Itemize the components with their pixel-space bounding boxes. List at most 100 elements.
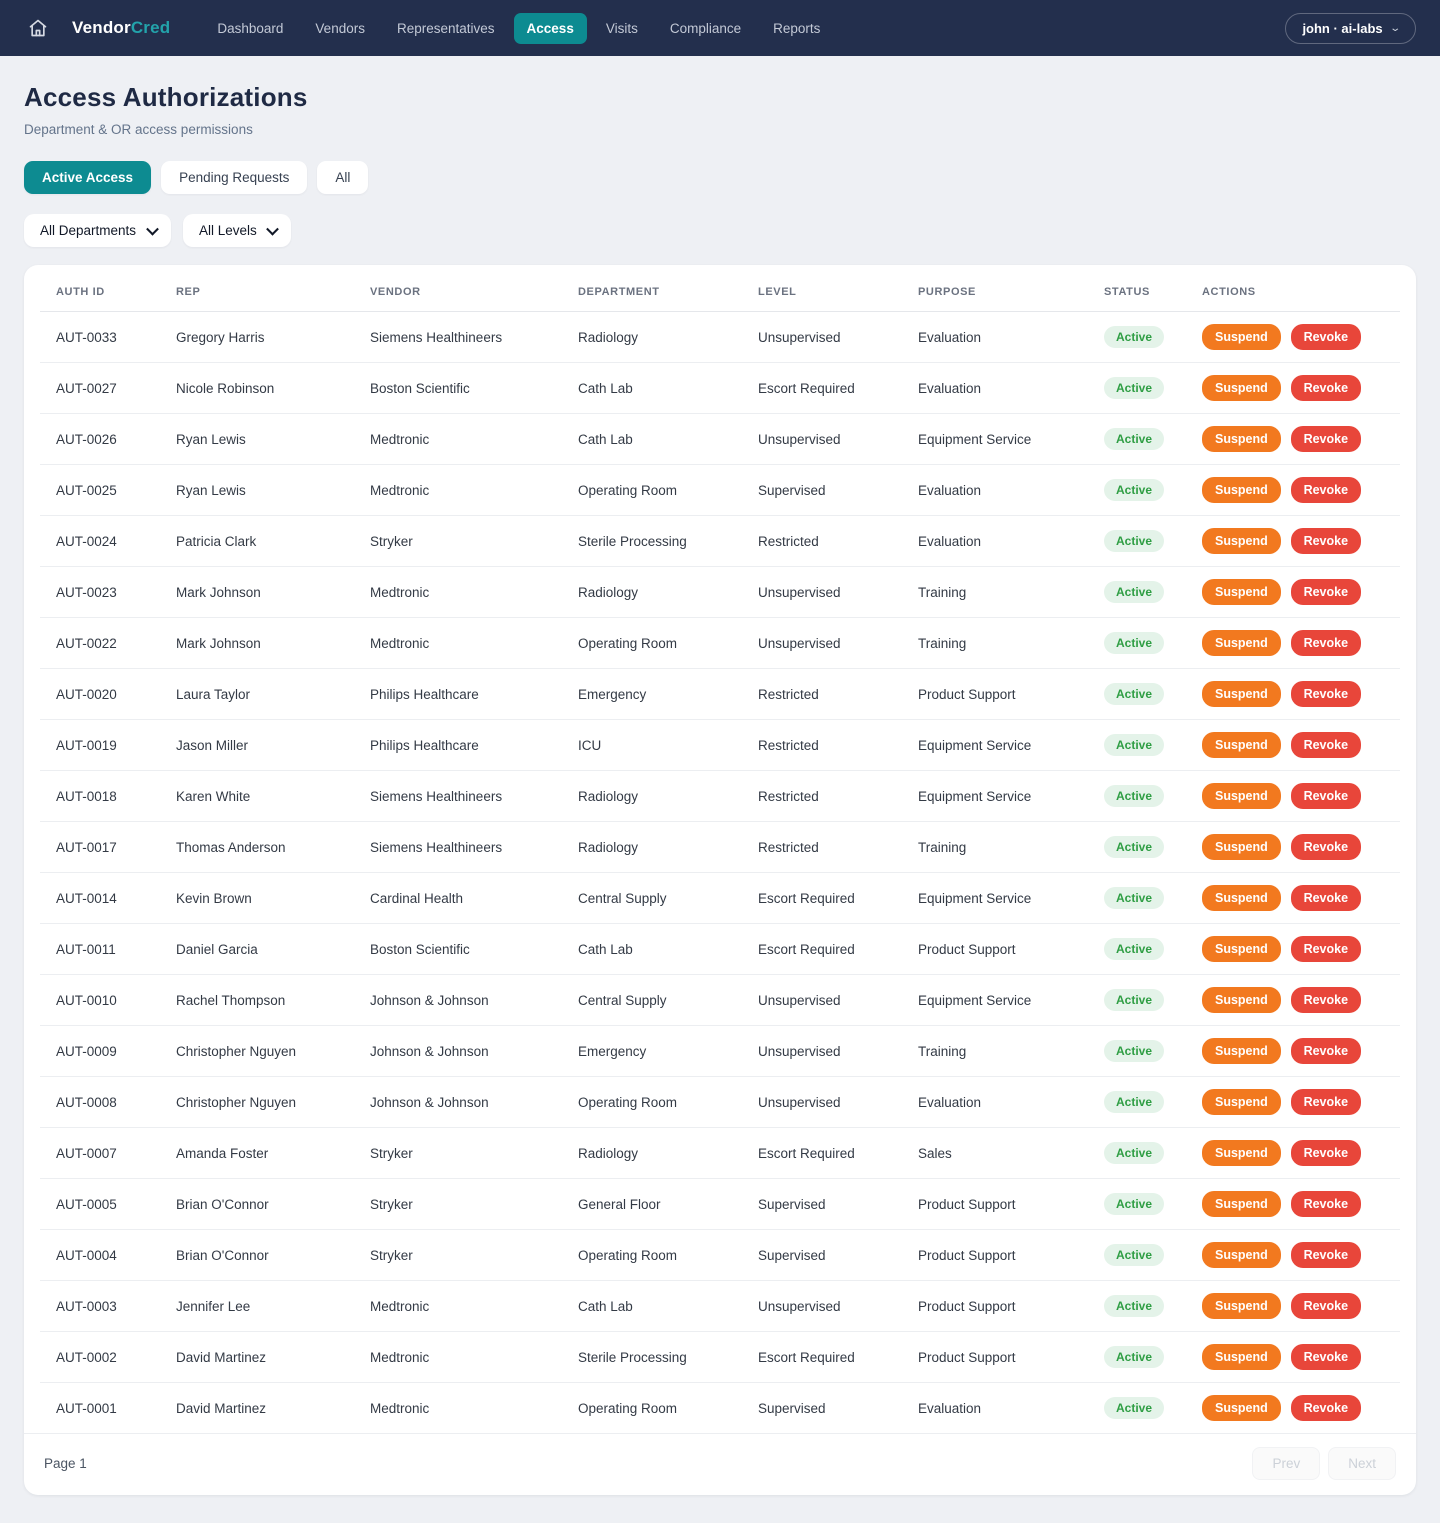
cell-auth-id: AUT-0005 xyxy=(40,1179,160,1230)
suspend-button[interactable]: Suspend xyxy=(1202,630,1281,656)
suspend-button[interactable]: Suspend xyxy=(1202,834,1281,860)
revoke-button[interactable]: Revoke xyxy=(1291,732,1361,758)
cell-purpose: Product Support xyxy=(902,1230,1088,1281)
department-filter-wrap: All Departments xyxy=(24,214,171,247)
cell-auth-id: AUT-0014 xyxy=(40,873,160,924)
cell-vendor: Stryker xyxy=(354,1179,562,1230)
suspend-button[interactable]: Suspend xyxy=(1202,1344,1281,1370)
brand-part2: Cred xyxy=(131,18,171,37)
revoke-button[interactable]: Revoke xyxy=(1291,630,1361,656)
nav-item-reports[interactable]: Reports xyxy=(760,13,833,44)
cell-actions: Suspend Revoke xyxy=(1186,924,1400,975)
cell-auth-id: AUT-0027 xyxy=(40,363,160,414)
cell-vendor: Johnson & Johnson xyxy=(354,975,562,1026)
cell-rep: Gregory Harris xyxy=(160,312,354,363)
cell-level: Escort Required xyxy=(742,924,902,975)
next-button[interactable]: Next xyxy=(1328,1447,1396,1480)
user-menu[interactable]: john · ai-labs ⌄ xyxy=(1285,13,1416,44)
suspend-button[interactable]: Suspend xyxy=(1202,1242,1281,1268)
cell-actions: Suspend Revoke xyxy=(1186,1179,1400,1230)
cell-rep: Laura Taylor xyxy=(160,669,354,720)
cell-purpose: Sales xyxy=(902,1128,1088,1179)
revoke-button[interactable]: Revoke xyxy=(1291,1293,1361,1319)
department-filter-select[interactable]: All Departments xyxy=(24,214,171,247)
suspend-button[interactable]: Suspend xyxy=(1202,1191,1281,1217)
revoke-button[interactable]: Revoke xyxy=(1291,1395,1361,1421)
nav-item-dashboard[interactable]: Dashboard xyxy=(204,13,296,44)
nav-item-visits[interactable]: Visits xyxy=(593,13,651,44)
suspend-button[interactable]: Suspend xyxy=(1202,936,1281,962)
suspend-button[interactable]: Suspend xyxy=(1202,987,1281,1013)
cell-actions: Suspend Revoke xyxy=(1186,1230,1400,1281)
cell-vendor: Siemens Healthineers xyxy=(354,312,562,363)
cell-auth-id: AUT-0033 xyxy=(40,312,160,363)
suspend-button[interactable]: Suspend xyxy=(1202,579,1281,605)
revoke-button[interactable]: Revoke xyxy=(1291,1191,1361,1217)
nav-item-representatives[interactable]: Representatives xyxy=(384,13,508,44)
revoke-button[interactable]: Revoke xyxy=(1291,528,1361,554)
status-badge: Active xyxy=(1104,887,1164,909)
status-badge: Active xyxy=(1104,428,1164,450)
revoke-button[interactable]: Revoke xyxy=(1291,936,1361,962)
cell-level: Supervised xyxy=(742,465,902,516)
nav-item-access[interactable]: Access xyxy=(514,13,587,44)
suspend-button[interactable]: Suspend xyxy=(1202,426,1281,452)
revoke-button[interactable]: Revoke xyxy=(1291,1038,1361,1064)
revoke-button[interactable]: Revoke xyxy=(1291,375,1361,401)
col-header-purpose: Purpose xyxy=(902,265,1088,312)
suspend-button[interactable]: Suspend xyxy=(1202,1293,1281,1319)
revoke-button[interactable]: Revoke xyxy=(1291,783,1361,809)
level-filter-select[interactable]: All Levels xyxy=(183,214,291,247)
suspend-button[interactable]: Suspend xyxy=(1202,375,1281,401)
revoke-button[interactable]: Revoke xyxy=(1291,987,1361,1013)
revoke-button[interactable]: Revoke xyxy=(1291,834,1361,860)
cell-auth-id: AUT-0003 xyxy=(40,1281,160,1332)
revoke-button[interactable]: Revoke xyxy=(1291,1140,1361,1166)
brand-part1: Vendor xyxy=(72,18,131,37)
revoke-button[interactable]: Revoke xyxy=(1291,1344,1361,1370)
suspend-button[interactable]: Suspend xyxy=(1202,732,1281,758)
cell-department: Cath Lab xyxy=(562,1281,742,1332)
suspend-button[interactable]: Suspend xyxy=(1202,1395,1281,1421)
col-header-rep: Rep xyxy=(160,265,354,312)
table-row: AUT-0020 Laura Taylor Philips Healthcare… xyxy=(40,669,1400,720)
revoke-button[interactable]: Revoke xyxy=(1291,579,1361,605)
status-badge: Active xyxy=(1104,683,1164,705)
nav-item-compliance[interactable]: Compliance xyxy=(657,13,754,44)
cell-rep: Brian O'Connor xyxy=(160,1230,354,1281)
chevron-down-icon: ⌄ xyxy=(1389,23,1401,34)
revoke-button[interactable]: Revoke xyxy=(1291,324,1361,350)
tab-bar: Active Access Pending Requests All xyxy=(24,161,1416,194)
suspend-button[interactable]: Suspend xyxy=(1202,885,1281,911)
tab-pending-requests[interactable]: Pending Requests xyxy=(161,161,307,194)
table-row: AUT-0009 Christopher Nguyen Johnson & Jo… xyxy=(40,1026,1400,1077)
tab-all[interactable]: All xyxy=(317,161,368,194)
cell-rep: Jennifer Lee xyxy=(160,1281,354,1332)
home-icon[interactable] xyxy=(24,14,52,42)
suspend-button[interactable]: Suspend xyxy=(1202,324,1281,350)
revoke-button[interactable]: Revoke xyxy=(1291,681,1361,707)
cell-department: Radiology xyxy=(562,771,742,822)
suspend-button[interactable]: Suspend xyxy=(1202,528,1281,554)
prev-button[interactable]: Prev xyxy=(1252,1447,1320,1480)
nav-item-vendors[interactable]: Vendors xyxy=(302,13,378,44)
cell-department: Emergency xyxy=(562,669,742,720)
suspend-button[interactable]: Suspend xyxy=(1202,681,1281,707)
suspend-button[interactable]: Suspend xyxy=(1202,783,1281,809)
revoke-button[interactable]: Revoke xyxy=(1291,426,1361,452)
cell-auth-id: AUT-0024 xyxy=(40,516,160,567)
revoke-button[interactable]: Revoke xyxy=(1291,477,1361,503)
cell-auth-id: AUT-0008 xyxy=(40,1077,160,1128)
revoke-button[interactable]: Revoke xyxy=(1291,885,1361,911)
suspend-button[interactable]: Suspend xyxy=(1202,477,1281,503)
tab-active-access[interactable]: Active Access xyxy=(24,161,151,194)
cell-vendor: Boston Scientific xyxy=(354,924,562,975)
suspend-button[interactable]: Suspend xyxy=(1202,1140,1281,1166)
suspend-button[interactable]: Suspend xyxy=(1202,1089,1281,1115)
table-row: AUT-0025 Ryan Lewis Medtronic Operating … xyxy=(40,465,1400,516)
revoke-button[interactable]: Revoke xyxy=(1291,1089,1361,1115)
revoke-button[interactable]: Revoke xyxy=(1291,1242,1361,1268)
cell-department: Operating Room xyxy=(562,618,742,669)
suspend-button[interactable]: Suspend xyxy=(1202,1038,1281,1064)
cell-level: Escort Required xyxy=(742,1128,902,1179)
